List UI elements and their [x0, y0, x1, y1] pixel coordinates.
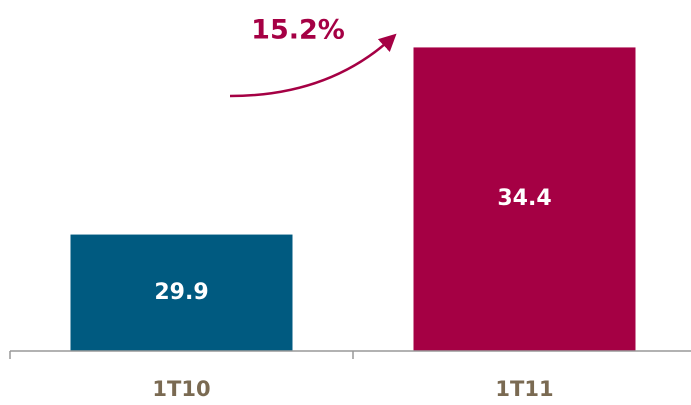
- x-tick-label: 1T11: [495, 377, 553, 401]
- value-label: 34.4: [497, 186, 551, 211]
- growth-annotation: 15.2%: [251, 15, 345, 46]
- growth-arrow: [229, 33, 397, 98]
- bar: [413, 47, 636, 352]
- x-tick-label: 1T10: [152, 377, 210, 401]
- value-label: 29.9: [154, 280, 208, 305]
- bar: [70, 234, 293, 351]
